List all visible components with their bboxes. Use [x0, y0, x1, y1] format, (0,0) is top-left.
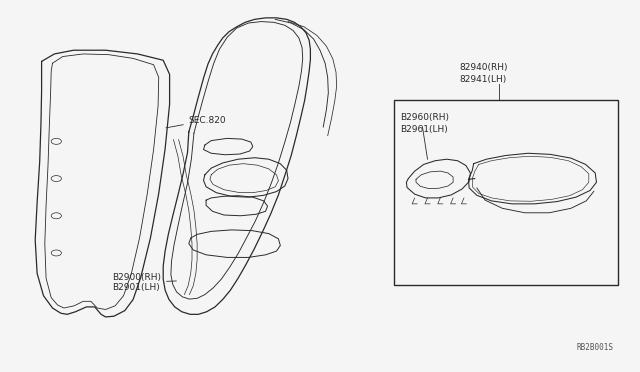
Text: B2960(RH)
B2961(LH): B2960(RH) B2961(LH)	[400, 113, 449, 134]
Text: 82940(RH)
82941(LH): 82940(RH) 82941(LH)	[459, 63, 508, 84]
Text: SEC.820: SEC.820	[166, 116, 227, 128]
Text: B2900(RH)
B2901(LH): B2900(RH) B2901(LH)	[112, 273, 177, 292]
Text: RB2B001S: RB2B001S	[576, 343, 613, 352]
Bar	[394, 100, 618, 285]
